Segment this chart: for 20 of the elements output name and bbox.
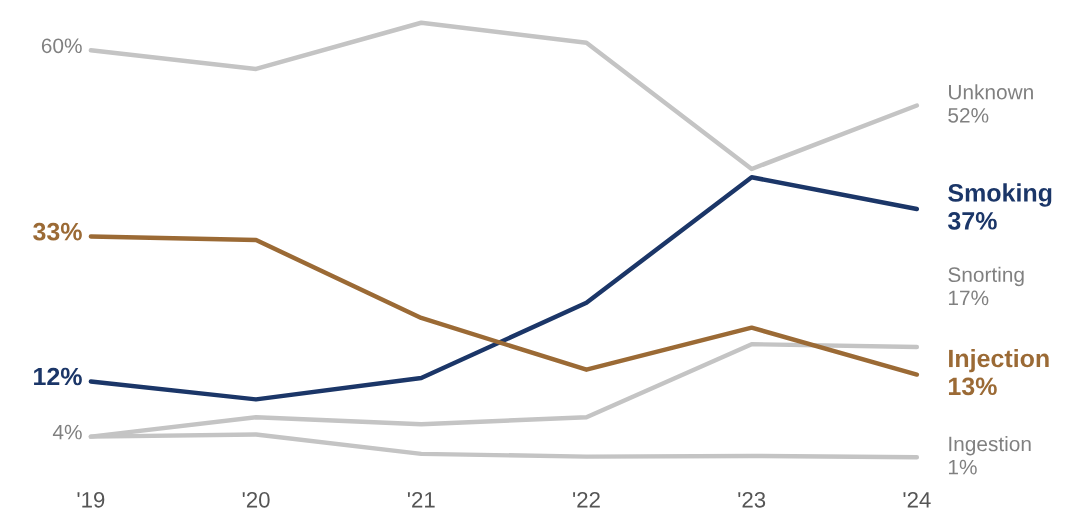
- data-label: 1%: [948, 459, 977, 475]
- x-tick-label: '20: [242, 491, 270, 508]
- data-label: 13%: [948, 377, 997, 396]
- data-label: 33%: [33, 222, 82, 241]
- x-tick-label: '21: [407, 491, 435, 508]
- series-label: Ingestion: [949, 436, 1031, 456]
- series-label: Smoking: [948, 183, 1052, 207]
- text: Snorting: [948, 266, 1024, 287]
- x-tick-label: '22: [573, 491, 600, 508]
- data-label: 37%: [947, 211, 997, 230]
- x-tick-label: '24: [903, 491, 931, 508]
- x-tick-label: '19: [77, 491, 105, 508]
- data-label: 52%: [948, 107, 989, 123]
- series-label: Injection: [949, 348, 1049, 373]
- series-label: Unknown: [949, 84, 1033, 100]
- data-label: 4%: [52, 424, 82, 440]
- data-label: 60%: [41, 38, 82, 54]
- data-label: 12%: [34, 367, 82, 386]
- data-label: 17%: [948, 290, 989, 306]
- x-tick-label: '23: [738, 491, 766, 508]
